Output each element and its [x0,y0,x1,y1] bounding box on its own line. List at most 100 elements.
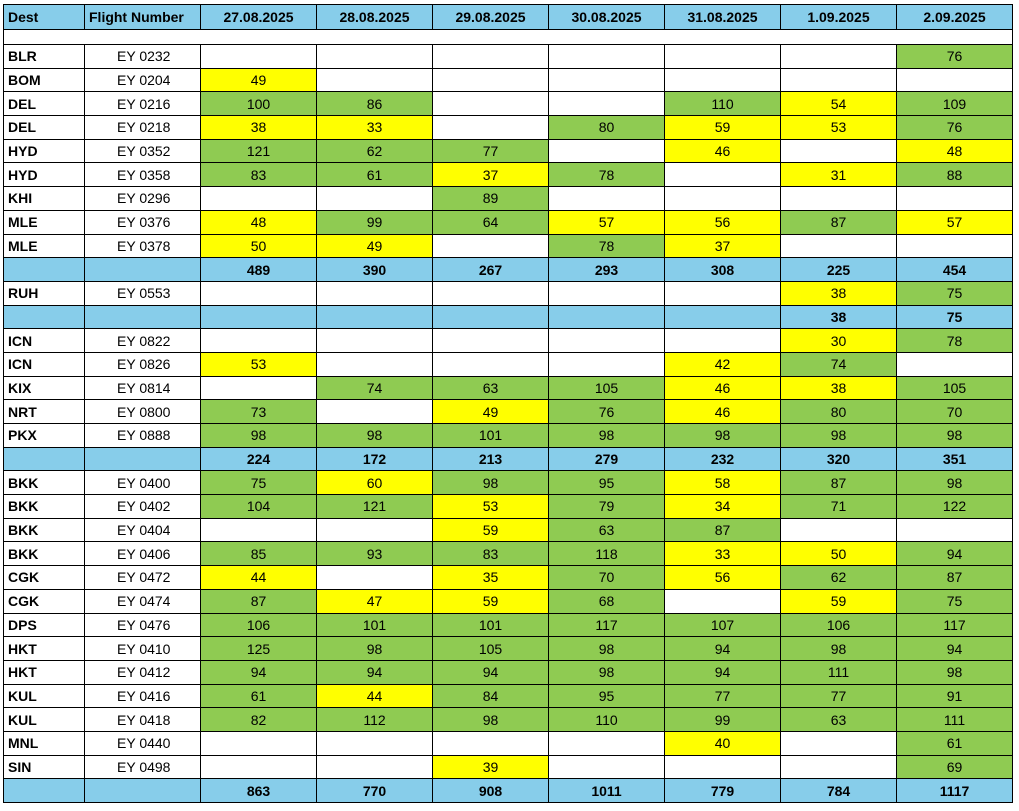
flight-number-cell[interactable]: EY 0216 [84,91,201,117]
dest-cell[interactable]: BKK [3,517,85,543]
load-value-cell[interactable]: 98 [780,423,897,448]
load-value-cell[interactable]: 49 [432,399,549,424]
load-value-cell[interactable] [316,67,433,93]
load-value-cell[interactable]: 78 [548,162,665,188]
load-value-cell[interactable] [780,44,897,69]
load-value-cell[interactable]: 94 [896,636,1013,661]
load-value-cell[interactable] [664,162,781,188]
load-value-cell[interactable]: 77 [432,138,549,164]
load-value-cell[interactable] [896,351,1013,377]
load-value-cell[interactable] [548,754,665,780]
subtotal-cell[interactable]: 1011 [548,778,665,803]
dest-cell[interactable]: KUL [3,707,85,732]
load-value-cell[interactable]: 79 [548,494,665,519]
subtotal-label-cell[interactable] [84,446,201,472]
header-flight-number[interactable]: Flight Number [84,4,201,30]
subtotal-cell[interactable]: 489 [200,257,317,282]
load-value-cell[interactable]: 88 [896,162,1013,188]
load-value-cell[interactable]: 39 [432,754,549,780]
load-value-cell[interactable]: 94 [664,659,781,685]
load-value-cell[interactable] [316,517,433,543]
dest-cell[interactable]: NRT [3,399,85,424]
load-value-cell[interactable] [200,730,317,756]
load-value-cell[interactable]: 77 [664,683,781,709]
load-value-cell[interactable]: 82 [200,707,317,732]
load-value-cell[interactable]: 61 [316,162,433,188]
load-value-cell[interactable] [432,91,549,117]
load-value-cell[interactable] [316,730,433,756]
load-value-cell[interactable]: 98 [548,636,665,661]
subtotal-cell[interactable] [664,304,781,330]
load-value-cell[interactable]: 44 [316,683,433,709]
flight-number-cell[interactable]: EY 0204 [84,67,201,93]
load-value-cell[interactable]: 49 [316,233,433,259]
load-value-cell[interactable]: 78 [548,233,665,259]
subtotal-label-cell[interactable] [84,778,201,803]
header-date[interactable]: 29.08.2025 [432,4,549,30]
load-value-cell[interactable]: 112 [316,707,433,732]
subtotal-cell[interactable]: 279 [548,446,665,472]
flight-number-cell[interactable]: EY 0476 [84,612,201,638]
load-value-cell[interactable] [200,375,317,401]
load-value-cell[interactable]: 76 [896,44,1013,69]
load-value-cell[interactable]: 117 [896,612,1013,638]
dest-cell[interactable]: DPS [3,612,85,638]
load-value-cell[interactable]: 98 [664,423,781,448]
load-value-cell[interactable] [780,233,897,259]
dest-cell[interactable]: PKX [3,423,85,448]
load-value-cell[interactable]: 101 [316,612,433,638]
subtotal-cell[interactable]: 784 [780,778,897,803]
header-date[interactable]: 1.09.2025 [780,4,897,30]
flight-number-cell[interactable]: EY 0352 [84,138,201,164]
load-value-cell[interactable]: 38 [780,375,897,401]
load-value-cell[interactable]: 30 [780,328,897,353]
load-value-cell[interactable]: 63 [548,517,665,543]
load-value-cell[interactable]: 117 [548,612,665,638]
dest-cell[interactable]: BLR [3,44,85,69]
flight-number-cell[interactable]: EY 0418 [84,707,201,732]
load-value-cell[interactable] [316,754,433,780]
dest-cell[interactable]: RUH [3,280,85,306]
subtotal-cell[interactable]: 308 [664,257,781,282]
load-value-cell[interactable]: 101 [432,612,549,638]
load-value-cell[interactable]: 64 [432,209,549,235]
dest-cell[interactable]: CGK [3,588,85,614]
load-value-cell[interactable] [548,186,665,211]
load-value-cell[interactable] [316,328,433,353]
load-value-cell[interactable]: 77 [780,683,897,709]
flight-number-cell[interactable]: EY 0553 [84,280,201,306]
load-value-cell[interactable] [548,730,665,756]
load-value-cell[interactable] [200,328,317,353]
load-value-cell[interactable] [896,233,1013,259]
load-value-cell[interactable]: 106 [780,612,897,638]
load-value-cell[interactable] [432,44,549,69]
load-value-cell[interactable]: 95 [548,683,665,709]
load-value-cell[interactable]: 85 [200,541,317,567]
load-value-cell[interactable] [780,186,897,211]
load-value-cell[interactable] [316,44,433,69]
dest-cell[interactable]: BOM [3,67,85,93]
subtotal-cell[interactable] [548,304,665,330]
load-value-cell[interactable]: 62 [316,138,433,164]
dest-cell[interactable]: KIX [3,375,85,401]
load-value-cell[interactable]: 80 [548,115,665,140]
dest-cell[interactable]: BKK [3,541,85,567]
load-value-cell[interactable]: 35 [432,565,549,590]
load-value-cell[interactable] [548,67,665,93]
load-value-cell[interactable]: 100 [200,91,317,117]
load-value-cell[interactable]: 60 [316,470,433,496]
dest-cell[interactable]: BKK [3,494,85,519]
subtotal-cell[interactable]: 172 [316,446,433,472]
dest-cell[interactable]: KUL [3,683,85,709]
dest-cell[interactable]: HYD [3,138,85,164]
load-value-cell[interactable] [200,186,317,211]
load-value-cell[interactable] [548,351,665,377]
load-value-cell[interactable]: 53 [780,115,897,140]
load-value-cell[interactable] [664,186,781,211]
load-value-cell[interactable] [432,730,549,756]
flight-number-cell[interactable]: EY 0826 [84,351,201,377]
load-value-cell[interactable]: 59 [432,588,549,614]
dest-cell[interactable]: MLE [3,233,85,259]
load-value-cell[interactable]: 56 [664,209,781,235]
load-value-cell[interactable] [432,233,549,259]
